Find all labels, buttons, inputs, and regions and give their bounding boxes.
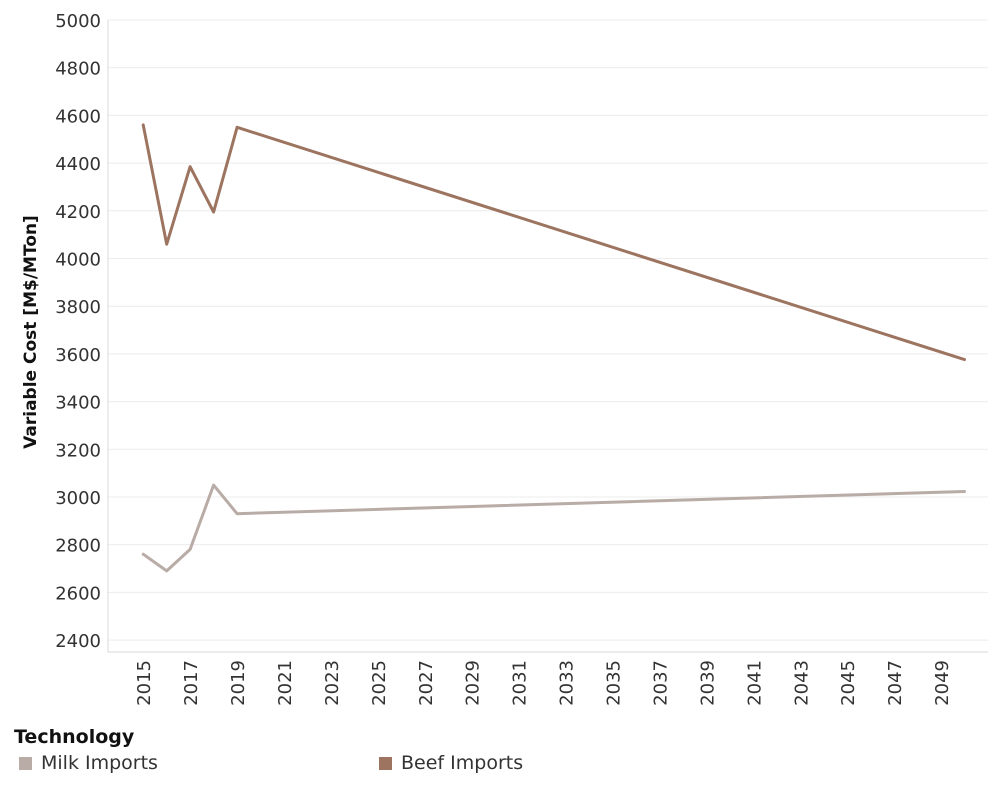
y-tick-label: 4600	[55, 106, 101, 127]
series-lines	[141, 123, 966, 573]
legend-item-beef-imports[interactable]: Beef Imports	[379, 752, 523, 774]
y-tick-label: 3200	[55, 440, 101, 461]
y-tick-label: 4400	[55, 154, 101, 175]
y-axis-label: Variable Cost [M$/MTon]	[21, 215, 41, 449]
line-chart: 2400 2600 2800 3000 3200 3400 3600 3800 4000 4200…	[21, 11, 988, 706]
x-tick-label: 2039	[697, 660, 718, 706]
gridlines	[108, 19, 988, 641]
x-tick-label: 2035	[604, 660, 625, 706]
y-tick-label: 2400	[55, 631, 101, 652]
legend-swatch	[379, 756, 392, 770]
x-tick-label: 2029	[463, 660, 484, 706]
x-tick-label: 2027	[416, 660, 437, 706]
series-line-beef-imports	[141, 123, 966, 362]
y-tick-label: 3000	[55, 488, 101, 509]
x-axis-ticks: 2015 2017 2019 2021 2023 2025 2027 2029 2031 2033…	[134, 660, 953, 706]
legend-item-milk-imports[interactable]: Milk Imports	[19, 752, 158, 774]
x-tick-label: 2047	[885, 660, 906, 706]
x-tick-label: 2031	[510, 660, 531, 706]
legend: Technology Milk Imports Beef Imports	[14, 726, 994, 782]
y-tick-label: 4200	[55, 202, 101, 223]
x-tick-label: 2021	[275, 660, 296, 706]
y-axis-ticks: 2400 2600 2800 3000 3200 3400 3600 3800 4000 4200…	[55, 11, 101, 652]
y-tick-label: 3600	[55, 345, 101, 366]
legend-items: Milk Imports Beef Imports	[14, 752, 994, 782]
y-tick-label: 5000	[55, 11, 101, 32]
x-tick-label: 2045	[838, 660, 859, 706]
x-tick-label: 2025	[369, 660, 390, 706]
y-tick-label: 4800	[55, 59, 101, 80]
x-tick-label: 2023	[322, 660, 343, 706]
x-tick-label: 2019	[228, 660, 249, 706]
x-tick-label: 2033	[557, 660, 578, 706]
x-tick-label: 2037	[650, 660, 671, 706]
x-tick-label: 2041	[744, 660, 765, 706]
x-tick-label: 2017	[181, 660, 202, 706]
legend-swatch	[19, 756, 32, 770]
x-tick-label: 2049	[932, 660, 953, 706]
y-tick-label: 3800	[55, 297, 101, 318]
y-tick-label: 2600	[55, 583, 101, 604]
y-tick-label: 4000	[55, 249, 101, 270]
y-tick-label: 2800	[55, 536, 101, 557]
y-tick-label: 3400	[55, 393, 101, 414]
series-line-milk-imports	[141, 483, 966, 573]
legend-label: Milk Imports	[41, 752, 158, 774]
x-tick-label: 2015	[134, 660, 155, 706]
legend-label: Beef Imports	[401, 752, 524, 774]
legend-title: Technology	[14, 726, 135, 748]
x-tick-label: 2043	[791, 660, 812, 706]
axes	[107, 20, 988, 653]
